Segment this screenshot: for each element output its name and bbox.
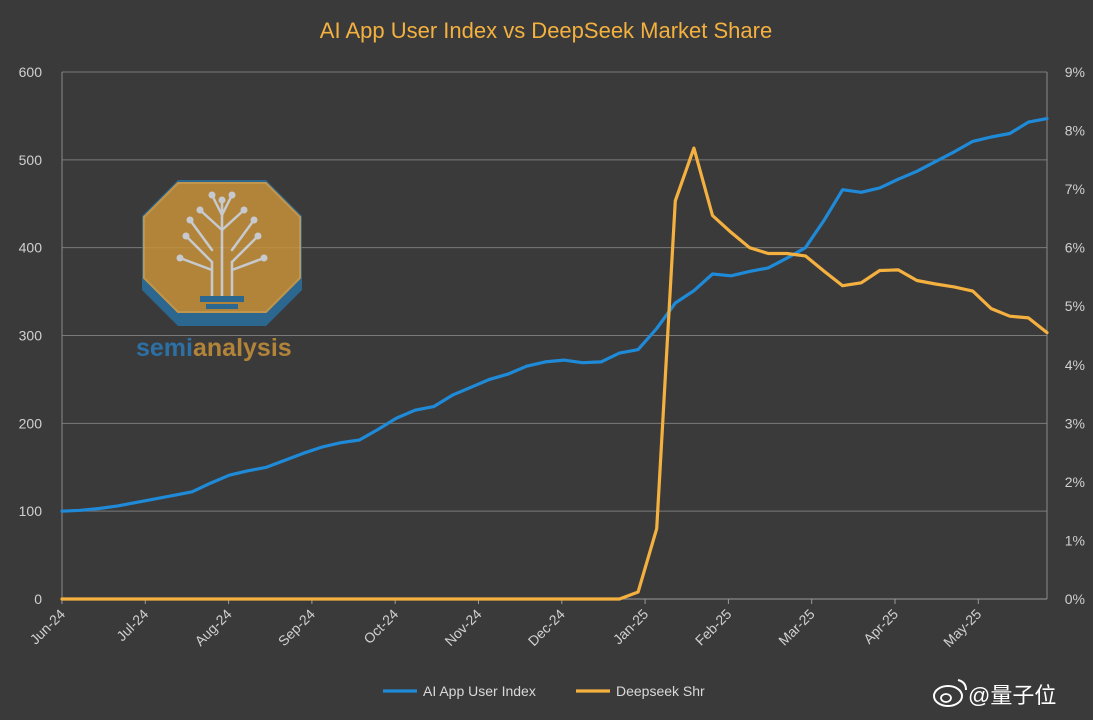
y-right-tick-label: 7% — [1065, 181, 1085, 197]
x-tick-label: Jun-24 — [27, 606, 69, 648]
legend-label: AI App User Index — [423, 683, 536, 699]
y-left-tick-label: 100 — [19, 503, 43, 519]
semianalysis-watermark: semianalysis — [136, 180, 302, 362]
series-layer — [60, 116, 1049, 601]
series-line-2 — [60, 146, 1049, 601]
y-right-tick-label: 9% — [1065, 64, 1085, 80]
y-left-tick-label: 600 — [19, 64, 43, 80]
x-tick-label: Jul-24 — [113, 606, 151, 644]
series-line-1 — [60, 116, 1049, 513]
x-tick-label: Jan-25 — [610, 606, 652, 648]
circuit-tree-logo-icon — [142, 180, 302, 326]
y-left-tick-label: 500 — [19, 152, 43, 168]
legend-label: Deepseek Shr — [616, 683, 705, 699]
y-left-tick-label: 400 — [19, 240, 43, 256]
legend: AI App User Index Deepseek Shr — [383, 683, 705, 699]
x-tick-label: Sep-24 — [275, 606, 318, 649]
y-left-tick-label: 200 — [19, 415, 43, 431]
x-tick-label: Mar-25 — [775, 606, 818, 649]
y-right-tick-label: 0% — [1065, 591, 1085, 607]
weibo-logo-icon — [933, 679, 967, 707]
y-left-tick-label: 300 — [19, 328, 43, 344]
y-right-tick-label: 1% — [1065, 532, 1085, 548]
y-right-tick-label: 4% — [1065, 357, 1085, 373]
y-right-tick-label: 5% — [1065, 298, 1085, 314]
y-right-tick-label: 8% — [1065, 123, 1085, 139]
chart-title: AI App User Index vs DeepSeek Market Sha… — [320, 18, 772, 43]
x-tick-label: Oct-24 — [360, 606, 401, 647]
y-left-tick-label: 0 — [34, 591, 42, 607]
x-tick-label: Apr-25 — [860, 606, 901, 647]
y-right-tick-label: 6% — [1065, 240, 1085, 256]
corner-mark-text: @量子位 — [968, 683, 1056, 708]
x-tick-label: May-25 — [940, 606, 984, 650]
x-tick-label: Feb-25 — [692, 606, 735, 649]
x-tick-label: Aug-24 — [191, 606, 234, 649]
y-right-tick-label: 2% — [1065, 474, 1085, 490]
x-tick-label: Dec-24 — [525, 606, 568, 649]
watermark-text: semianalysis — [136, 334, 292, 362]
x-tick-label: Nov-24 — [441, 606, 484, 649]
y-right-tick-label: 3% — [1065, 415, 1085, 431]
corner-mark: @量子位 — [933, 679, 1056, 708]
